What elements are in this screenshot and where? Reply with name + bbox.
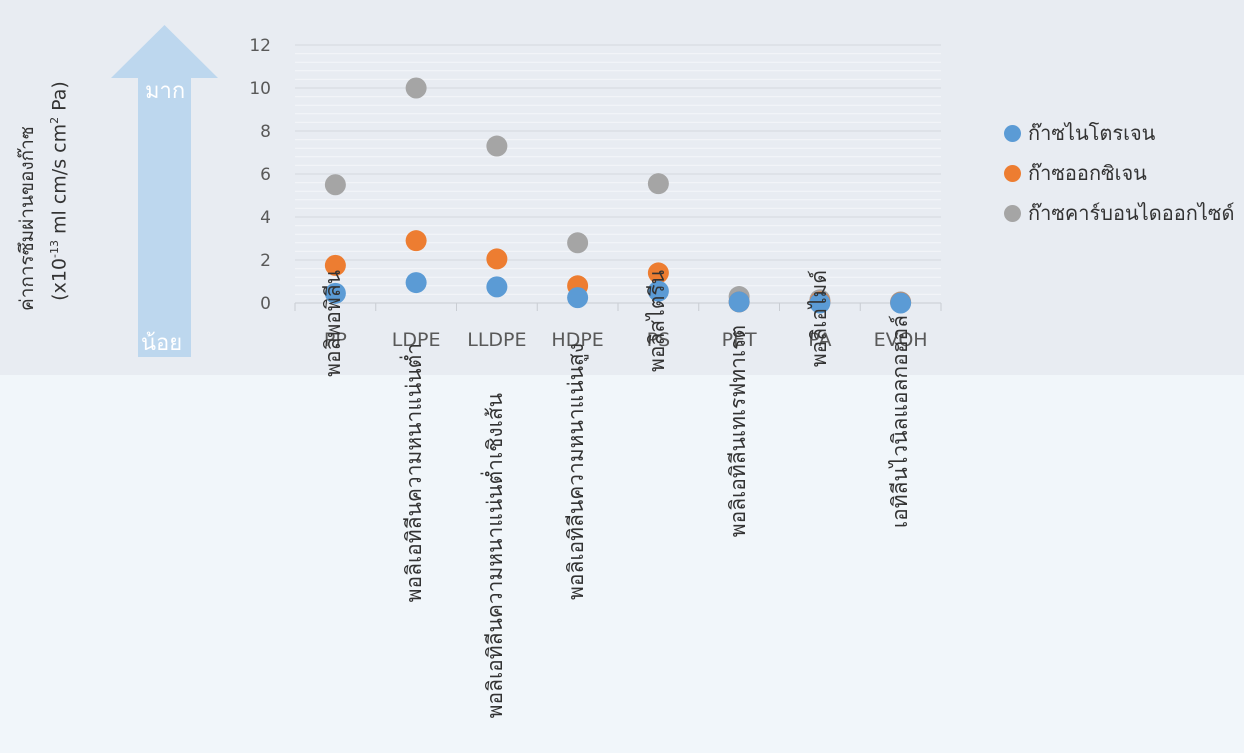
legend-item-nitrogen: ก๊าซไนโตรเจน: [1004, 113, 1234, 153]
arrow-bottom-word: น้อย: [141, 331, 183, 356]
data-point: [567, 287, 589, 309]
legend-label-nitrogen: ก๊าซไนโตรเจน: [1028, 121, 1156, 145]
thai-label-evoh: เอทิลีนไวนิลแอลกอฮอล์: [888, 315, 912, 529]
x-tick-label: PET: [722, 329, 757, 351]
thai-label-pp: พอลิพอพิลีน: [321, 270, 345, 377]
y-axis-label-line2: (x10-13 ml cm/s cm2 Pa): [48, 81, 71, 301]
legend-label-co2: ก๊าซคาร์บอนไดออกไซด์: [1028, 201, 1235, 225]
y-tick-label: 10: [249, 79, 271, 99]
data-point: [324, 254, 346, 276]
data-point: [647, 280, 669, 302]
data-point: [486, 135, 508, 157]
data-point: [486, 276, 508, 298]
thai-label-ps: พอลิสไตรีน: [645, 270, 669, 372]
legend-marker-oxygen: [1004, 164, 1021, 182]
data-point: [567, 232, 589, 254]
thai-label-hdpe: พอลิเอทิลีนความหนาแน่นสูง: [564, 343, 588, 600]
thai-label-pa: พอลิเอไมด์: [807, 270, 831, 368]
y-tick-label: 4: [260, 208, 271, 228]
data-point: [890, 292, 912, 314]
y-axis-label-line1: ค่าการซึมผ่านของก๊าซ: [16, 126, 38, 311]
x-tick-label: LDPE: [392, 329, 441, 351]
y-tick-label: 8: [260, 122, 271, 142]
data-point: [647, 262, 669, 284]
chart-plot: 0 2 4 6 8 10 12 PP LDPE LLDPE HDPE PS PET PA EVOH: [111, 25, 942, 357]
x-tick-label: HDPE: [551, 329, 603, 351]
thai-label-ldpe: พอลิเอทิลีนความหนาแน่นต่ำ: [402, 343, 426, 603]
data-point: [405, 230, 427, 252]
data-point: [324, 282, 346, 304]
x-tick-label: LLDPE: [467, 329, 526, 351]
legend-item-co2: ก๊าซคาร์บอนไดออกไซด์: [1004, 193, 1234, 233]
data-point: [809, 292, 831, 314]
y-tick-label: 12: [249, 36, 271, 56]
thai-label-lldpe: พอลิเอทิลีนความหนาแน่นต่ำเชิงเส้น: [483, 393, 507, 719]
legend: ก๊าซไนโตรเจน ก๊าซออกซิเจน ก๊าซคาร์บอนไดอ…: [1004, 113, 1234, 233]
legend-marker-co2: [1004, 204, 1021, 222]
arrow-top-word: มาก: [145, 79, 186, 104]
data-point: [647, 173, 669, 195]
x-tick-label: PS: [647, 329, 671, 351]
x-tick-label: PP: [324, 329, 347, 351]
data-point: [486, 248, 508, 270]
data-point: [324, 174, 346, 196]
legend-item-oxygen: ก๊าซออกซิเจน: [1004, 153, 1234, 193]
direction-arrow: [111, 25, 218, 357]
y-tick-label: 2: [260, 251, 271, 271]
legend-marker-nitrogen: [1004, 124, 1021, 142]
data-point: [405, 272, 427, 294]
y-tick-label: 6: [260, 165, 271, 185]
data-point: [728, 291, 750, 313]
x-tick-label: EVOH: [874, 329, 928, 351]
y-tick-label: 0: [260, 294, 271, 314]
thai-label-pet: พอลิเอทิลีนเทเรฟทาเรต: [726, 325, 750, 538]
x-tick-label: PA: [808, 329, 831, 351]
legend-label-oxygen: ก๊าซออกซิเจน: [1028, 161, 1147, 185]
data-point: [405, 77, 427, 99]
